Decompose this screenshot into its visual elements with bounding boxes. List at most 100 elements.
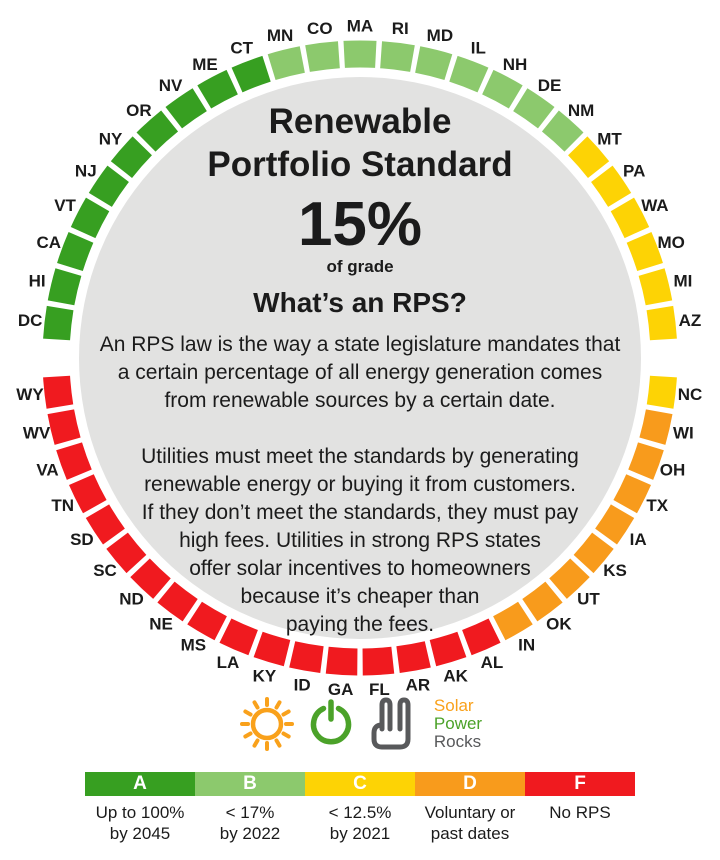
legend-grade-letter: D xyxy=(463,773,477,794)
state-segment-me xyxy=(197,69,239,109)
state-segment-wv xyxy=(47,409,81,445)
chart-title: Renewable Portfolio Standard xyxy=(207,102,513,184)
state-label-al: AL xyxy=(481,653,504,672)
state-label-md: MD xyxy=(427,26,453,45)
legend-caption-b: < 17% by 2022 xyxy=(219,803,281,843)
state-segment-nv xyxy=(165,88,207,129)
state-segment-ak xyxy=(429,631,467,667)
rps-paragraph-1: An RPS law is the way a state legislatur… xyxy=(99,333,621,412)
state-label-dc: DC xyxy=(18,311,43,330)
ring-segments xyxy=(43,40,677,676)
state-segment-wy xyxy=(43,375,74,409)
legend-item-grade-d: D Voluntary or past dates xyxy=(415,772,525,844)
state-segment-mo xyxy=(626,232,663,272)
state-segment-oh xyxy=(628,442,664,480)
state-segment-nh xyxy=(481,69,523,109)
state-label-wy: WY xyxy=(16,385,44,404)
state-segment-ne xyxy=(157,581,198,622)
state-label-va: VA xyxy=(36,461,58,480)
state-label-ga: GA xyxy=(328,680,354,699)
state-segment-ga xyxy=(325,646,358,676)
rock-horns-icon xyxy=(371,697,411,750)
state-label-ky: KY xyxy=(253,666,277,685)
state-label-or: OR xyxy=(126,101,152,120)
state-label-wv: WV xyxy=(23,423,51,442)
state-label-az: AZ xyxy=(679,311,702,330)
state-segment-il xyxy=(449,55,489,93)
logo-wordmark: Solar Power Rocks xyxy=(434,697,482,751)
state-segment-vt xyxy=(70,197,110,239)
state-label-me: ME xyxy=(192,55,218,74)
state-label-de: DE xyxy=(538,76,562,95)
state-label-in: IN xyxy=(518,636,535,655)
score-value: 15% xyxy=(297,190,423,259)
legend-grade-letter: F xyxy=(574,773,586,794)
state-label-oh: OH xyxy=(660,461,686,480)
solar-power-rocks-logo: Solar Power Rocks xyxy=(0,688,720,760)
state-label-tx: TX xyxy=(646,496,668,515)
state-label-wa: WA xyxy=(641,196,668,215)
legend-grade-letter: C xyxy=(353,773,367,794)
state-segment-ri xyxy=(380,41,415,72)
state-label-id: ID xyxy=(294,675,311,694)
state-label-wi: WI xyxy=(673,423,694,442)
state-segment-la xyxy=(219,618,259,656)
legend-item-grade-b: B < 17% by 2022 xyxy=(195,772,305,844)
state-label-ia: IA xyxy=(630,530,647,549)
state-label-hi: HI xyxy=(29,271,46,290)
legend-block-c: C xyxy=(305,772,415,796)
state-segment-de xyxy=(513,88,555,129)
state-segment-pa xyxy=(590,165,632,208)
score-caption: of grade xyxy=(326,257,394,276)
legend-block-f: F xyxy=(525,772,635,796)
state-label-il: IL xyxy=(471,38,486,57)
state-segment-ky xyxy=(253,631,291,667)
state-segment-ut xyxy=(549,558,590,599)
state-segment-sd xyxy=(85,504,125,545)
state-segment-al xyxy=(461,618,501,656)
state-segment-tx xyxy=(613,474,651,514)
state-label-ca: CA xyxy=(37,233,62,252)
state-segment-wi xyxy=(639,409,673,445)
rps-heading: What’s an RPS? xyxy=(253,287,467,318)
state-label-nd: ND xyxy=(119,589,144,608)
state-label-ut: UT xyxy=(577,589,600,608)
legend-grade-letter: A xyxy=(133,773,147,794)
state-label-nh: NH xyxy=(503,55,528,74)
legend-grade-letter: B xyxy=(243,773,257,794)
grade-legend: A Up to 100% by 2045 B < 17% by 2022 C <… xyxy=(85,772,635,844)
legend-block-a: A xyxy=(85,772,195,796)
state-label-ct: CT xyxy=(230,38,253,57)
state-label-ar: AR xyxy=(406,675,431,694)
center-disc xyxy=(79,77,641,639)
state-label-nj: NJ xyxy=(75,161,97,180)
state-label-ks: KS xyxy=(603,561,627,580)
state-segment-in xyxy=(492,601,533,641)
legend-caption-f: No RPS xyxy=(549,803,611,822)
state-segment-ny xyxy=(110,136,153,179)
state-label-ms: MS xyxy=(181,636,207,655)
state-segment-ia xyxy=(595,504,635,545)
legend-item-grade-c: C < 12.5% by 2021 xyxy=(305,772,415,844)
state-label-ma: MA xyxy=(347,17,373,36)
state-segment-mt xyxy=(567,136,610,179)
state-segment-mi xyxy=(638,268,673,306)
state-label-pa: PA xyxy=(623,161,645,180)
state-label-sc: SC xyxy=(93,561,117,580)
state-segment-tn xyxy=(69,474,107,514)
legend-block-b: B xyxy=(195,772,305,796)
state-label-mo: MO xyxy=(658,233,685,252)
state-label-vt: VT xyxy=(54,196,76,215)
state-label-mn: MN xyxy=(267,26,293,45)
state-segment-or xyxy=(136,110,179,152)
legend-caption-c: < 12.5% by 2021 xyxy=(328,803,392,843)
logo-word-solar: Solar xyxy=(433,696,474,715)
state-label-co: CO xyxy=(307,19,333,38)
state-label-fl: FL xyxy=(369,680,390,699)
rps-paragraph-2: Utilities must meet the standards by gen… xyxy=(141,445,579,636)
logo-word-power: Power xyxy=(433,714,483,733)
state-segment-dc xyxy=(43,305,74,341)
